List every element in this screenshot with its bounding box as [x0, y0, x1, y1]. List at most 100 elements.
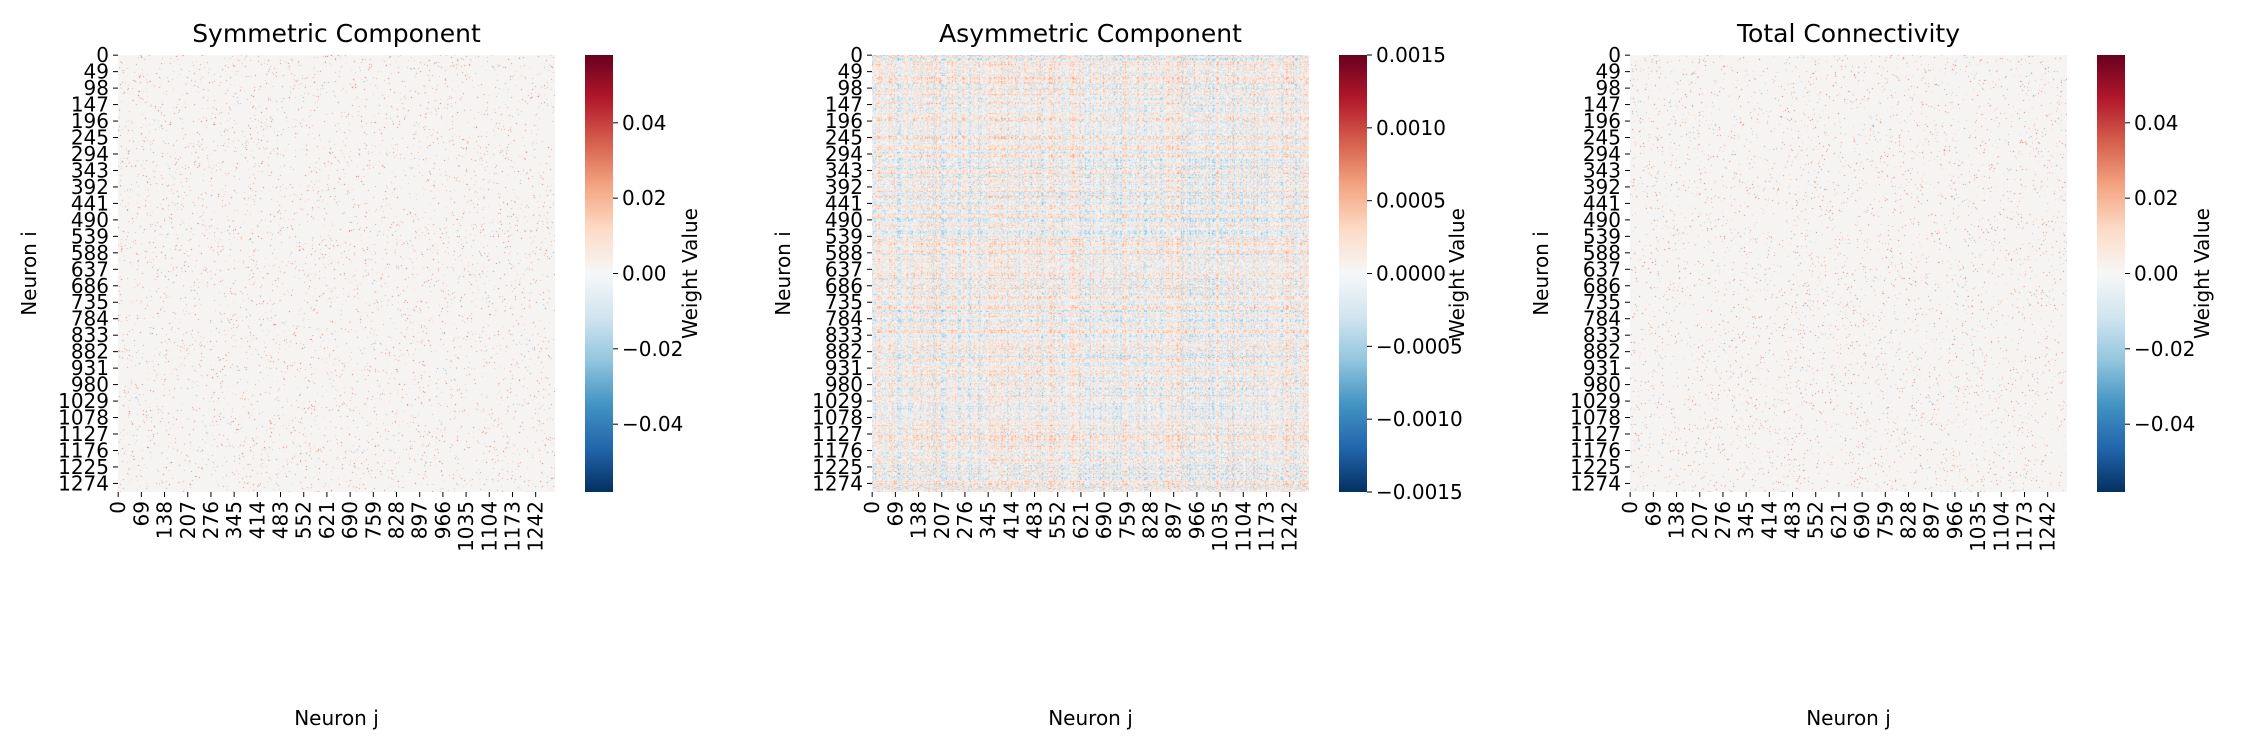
- y-tick-label: 1274: [1570, 471, 1621, 495]
- y-tick-label: 833: [71, 323, 109, 347]
- x-tick-label: 483: [1023, 501, 1047, 539]
- colorbar-tick-label: 0.04: [2134, 111, 2179, 135]
- y-tick-label: 637: [1583, 257, 1621, 281]
- colorbar: [2097, 55, 2125, 492]
- x-tick-label: 207: [1688, 501, 1712, 539]
- y-tick-label: 441: [825, 191, 863, 215]
- x-tick-label: 1173: [500, 501, 524, 552]
- x-tick-label: 552: [1804, 501, 1828, 539]
- x-tick-label: 552: [292, 501, 316, 539]
- y-tick-label: 539: [825, 224, 863, 248]
- colorbar-tick-label: −0.02: [622, 337, 683, 361]
- y-tick-label: 1225: [812, 455, 863, 479]
- colorbar-tick-label: −0.04: [622, 412, 683, 436]
- y-tick-label: 196: [71, 109, 109, 133]
- x-tick-label: 483: [1781, 501, 1805, 539]
- y-tick-label: 1176: [812, 438, 863, 462]
- x-tick-label: 414: [1757, 501, 1781, 539]
- x-tick-label: 759: [361, 501, 385, 539]
- y-tick-label: 1127: [58, 422, 109, 446]
- y-tick-label: 735: [1583, 290, 1621, 314]
- x-tick-label: 690: [338, 501, 362, 539]
- x-tick-label: 1173: [1254, 501, 1278, 552]
- y-tick-label: 588: [1583, 241, 1621, 265]
- x-tick-label: 1104: [1989, 501, 2013, 552]
- y-tick-label: 784: [825, 307, 863, 331]
- y-tick-label: 245: [1583, 126, 1621, 150]
- y-tick-label: 686: [1583, 274, 1621, 298]
- y-tick-label: 343: [71, 158, 109, 182]
- y-tick-label: 441: [1583, 191, 1621, 215]
- y-tick-label: 196: [825, 109, 863, 133]
- x-tick-label: 207: [176, 501, 200, 539]
- y-tick-label: 980: [825, 373, 863, 397]
- y-tick-label: 588: [71, 241, 109, 265]
- x-tick-label: 276: [1711, 501, 1735, 539]
- x-tick-label: 897: [1162, 501, 1186, 539]
- y-tick-label: 539: [71, 224, 109, 248]
- x-tick-label: 0: [1618, 501, 1642, 514]
- heatmap-panel-3: Total Connectivity0499814719624529434339…: [1529, 19, 2214, 730]
- y-tick-label: 490: [825, 208, 863, 232]
- x-tick-label: 690: [1092, 501, 1116, 539]
- y-tick-label: 1274: [812, 471, 863, 495]
- colorbar-tick-label: −0.02: [2134, 337, 2195, 361]
- colorbar-label: Weight Value: [1445, 208, 1469, 339]
- y-tick-label: 1127: [812, 422, 863, 446]
- y-tick-label: 931: [1583, 356, 1621, 380]
- y-axis-label: Neuron i: [1529, 231, 1553, 316]
- x-tick-label: 1035: [1966, 501, 1990, 552]
- y-tick-label: 147: [825, 93, 863, 117]
- y-tick-label: 931: [825, 356, 863, 380]
- x-tick-label: 276: [199, 501, 223, 539]
- y-tick-label: 1176: [1570, 438, 1621, 462]
- y-axis-label: Neuron i: [17, 231, 41, 316]
- y-tick-label: 784: [71, 307, 109, 331]
- chart-title: Asymmetric Component: [939, 19, 1242, 48]
- colorbar-label: Weight Value: [678, 208, 702, 339]
- y-tick-label: 1078: [812, 406, 863, 430]
- x-tick-label: 1104: [1231, 501, 1255, 552]
- y-tick-label: 294: [825, 142, 863, 166]
- y-tick-label: 637: [71, 257, 109, 281]
- x-tick-label: 828: [385, 501, 409, 539]
- y-tick-label: 1029: [58, 389, 109, 413]
- colorbar-tick-label: 0.02: [622, 186, 667, 210]
- x-tick-label: 69: [129, 501, 153, 526]
- y-tick-label: 980: [1583, 373, 1621, 397]
- y-tick-label: 49: [84, 60, 109, 84]
- y-tick-label: 882: [71, 340, 109, 364]
- x-tick-label: 1242: [1278, 501, 1302, 552]
- y-tick-label: 343: [825, 158, 863, 182]
- y-tick-label: 245: [825, 126, 863, 150]
- y-tick-label: 1078: [58, 406, 109, 430]
- heatmap-panel-1: Symmetric Component049981471962452943433…: [17, 19, 702, 730]
- y-tick-label: 735: [825, 290, 863, 314]
- x-tick-label: 69: [883, 501, 907, 526]
- x-tick-label: 345: [222, 501, 246, 539]
- y-tick-label: 98: [1596, 76, 1621, 100]
- y-tick-label: 0: [850, 43, 863, 67]
- y-tick-label: 539: [1583, 224, 1621, 248]
- x-tick-label: 483: [269, 501, 293, 539]
- x-tick-label: 966: [431, 501, 455, 539]
- colorbar-tick-label: −0.0010: [1376, 407, 1463, 431]
- x-tick-label: 828: [1897, 501, 1921, 539]
- y-tick-label: 1274: [58, 471, 109, 495]
- colorbar-tick-label: 0.04: [622, 111, 667, 135]
- y-tick-label: 49: [838, 60, 863, 84]
- colorbar-tick-label: 0.0015: [1376, 43, 1446, 67]
- colorbar-tick-label: −0.0005: [1376, 334, 1463, 358]
- y-tick-label: 392: [1583, 175, 1621, 199]
- y-tick-label: 686: [825, 274, 863, 298]
- y-tick-label: 441: [71, 191, 109, 215]
- y-tick-label: 490: [1583, 208, 1621, 232]
- y-tick-label: 1029: [812, 389, 863, 413]
- colorbar-tick-label: −0.04: [2134, 412, 2195, 436]
- y-tick-label: 637: [825, 257, 863, 281]
- x-tick-label: 897: [1920, 501, 1944, 539]
- x-tick-label: 621: [1827, 501, 1851, 539]
- x-tick-label: 414: [999, 501, 1023, 539]
- x-tick-label: 1173: [2012, 501, 2036, 552]
